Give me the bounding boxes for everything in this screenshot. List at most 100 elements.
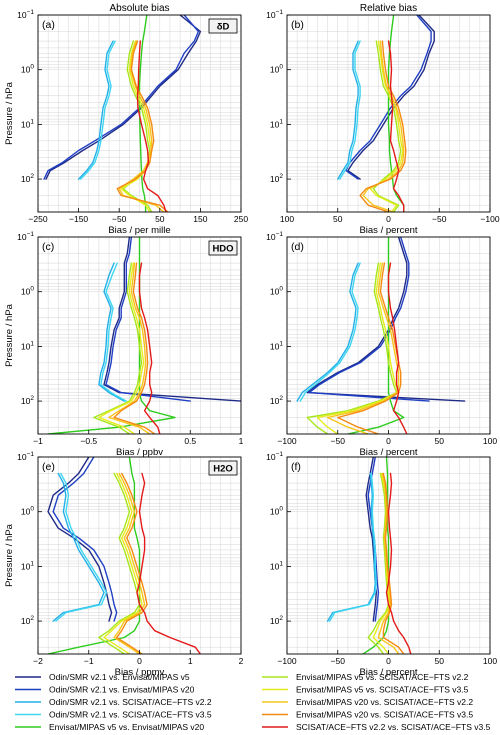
series-line bbox=[55, 472, 108, 622]
legend-item-label: Odin/SMR v2.1 vs. SCISAT/ACE−FTS v3.5 bbox=[49, 710, 212, 720]
y-tick-label: 102 bbox=[21, 173, 34, 184]
series-line bbox=[372, 40, 402, 212]
y-tick-label: 10−1 bbox=[17, 231, 34, 242]
series-line bbox=[337, 40, 359, 180]
series-line bbox=[43, 15, 200, 180]
series-line bbox=[382, 472, 405, 654]
series-line bbox=[116, 40, 169, 212]
series-line bbox=[296, 262, 359, 402]
series-line bbox=[136, 472, 202, 654]
y-tick-label: 10−1 bbox=[17, 9, 34, 20]
x-tick-label: −150 bbox=[69, 214, 88, 224]
panel-label: (c) bbox=[42, 241, 54, 253]
x-tick-label: −1 bbox=[33, 436, 43, 446]
panel-label: (f) bbox=[291, 461, 301, 473]
x-tick-label: 50 bbox=[155, 214, 165, 224]
x-axis-label: Bias / percent bbox=[359, 225, 417, 236]
series-line bbox=[98, 262, 125, 402]
y-tick-label: 100 bbox=[270, 64, 283, 75]
series-line bbox=[52, 457, 118, 622]
series-line bbox=[367, 472, 390, 654]
y-tick-label: 101 bbox=[21, 118, 34, 129]
legend-item-label: Envisat/MIPAS v20 vs. SCISAT/ACE−FTS v3.… bbox=[296, 710, 473, 720]
panel-label: (e) bbox=[42, 461, 55, 473]
species-label: H2O bbox=[213, 464, 233, 475]
species-box bbox=[208, 240, 238, 256]
series-line bbox=[103, 237, 241, 402]
x-tick-label: −0.5 bbox=[80, 436, 97, 446]
chart-panel-e: −2 −1 0 1 2 10−1 100 101 102 Bias / ppmv Pressure … bbox=[4, 451, 244, 678]
y-tick-label: 100 bbox=[270, 506, 283, 517]
x-tick-label: 1 bbox=[239, 436, 244, 446]
x-tick-label: 2 bbox=[239, 656, 244, 666]
series-line bbox=[347, 15, 435, 180]
legend-item-label: Envisat/MIPAS v20 vs. SCISAT/ACE−FTS v2.… bbox=[296, 697, 473, 707]
series-line bbox=[122, 40, 153, 212]
x-tick-label: 0 bbox=[137, 436, 142, 446]
series-line bbox=[369, 40, 404, 212]
legend-item-label: Envisat/MIPAS v5 vs. SCISAT/ACE−FTS v2.2 bbox=[296, 672, 469, 682]
panel-label: (d) bbox=[291, 241, 304, 253]
x-axis-label: Bias / ppbv bbox=[116, 447, 163, 458]
series-layer bbox=[47, 457, 202, 654]
series-line bbox=[365, 457, 377, 622]
y-tick-label: 10−1 bbox=[266, 231, 283, 242]
x-tick-label: 50 bbox=[435, 656, 445, 666]
y-tick-label: 102 bbox=[21, 395, 34, 406]
series-layer bbox=[296, 237, 466, 434]
x-tick-label: −50 bbox=[331, 656, 346, 666]
grid bbox=[287, 14, 490, 213]
chart-panel-c: −1 −0.5 0 0.5 1 10−1 100 101 102 Bias / ppbv Press… bbox=[4, 231, 244, 458]
x-tick-label: 0 bbox=[386, 436, 391, 446]
series-line bbox=[103, 472, 143, 654]
x-tick-label: −2 bbox=[33, 656, 43, 666]
species-label: δD bbox=[217, 22, 230, 33]
y-tick-label: 101 bbox=[270, 340, 283, 351]
x-tick-label: 50 bbox=[333, 214, 343, 224]
x-tick-label: 100 bbox=[483, 656, 497, 666]
y-tick-label: 102 bbox=[21, 615, 34, 626]
y-tick-label: 102 bbox=[270, 615, 283, 626]
series-line bbox=[299, 262, 361, 402]
y-tick-label: 10−1 bbox=[266, 451, 283, 462]
series-line bbox=[116, 472, 148, 654]
species-box bbox=[208, 460, 238, 476]
x-tick-label: −1 bbox=[84, 656, 94, 666]
y-tick-label: 101 bbox=[270, 560, 283, 571]
panel-title: Relative bias bbox=[360, 3, 417, 14]
x-axis-label: Bias / percent bbox=[359, 447, 417, 458]
series-line bbox=[113, 262, 156, 434]
x-tick-label: 0 bbox=[386, 656, 391, 666]
x-tick-label: 50 bbox=[435, 436, 445, 446]
series-line bbox=[387, 40, 405, 212]
y-tick-label: 102 bbox=[270, 395, 283, 406]
x-tick-label: 0 bbox=[386, 214, 391, 224]
series-line bbox=[385, 472, 412, 654]
series-line bbox=[337, 262, 402, 434]
legend-item-label: Odin/SMR v2.1 vs. Envisat/MIPAS v20 bbox=[49, 685, 195, 695]
y-axis-label: Pressure / hPa bbox=[4, 303, 15, 367]
species-box bbox=[208, 18, 238, 34]
legend-item-label: Envisat/MIPAS v5 vs. SCISAT/ACE−FTS v3.5 bbox=[296, 685, 469, 695]
x-axis-label: Bias / ppmv bbox=[115, 667, 165, 678]
y-tick-label: 10−1 bbox=[266, 9, 283, 20]
x-tick-label: −50 bbox=[112, 214, 127, 224]
x-axis-label: Bias / per mille bbox=[108, 225, 170, 236]
x-tick-label: −250 bbox=[28, 214, 47, 224]
y-tick-label: 101 bbox=[21, 340, 34, 351]
x-tick-label: −50 bbox=[331, 436, 346, 446]
x-tick-label: −50 bbox=[432, 214, 447, 224]
legend-item-label: Odin/SMR v2.1 vs. Envisat/MIPAS v5 bbox=[49, 672, 190, 682]
y-tick-label: 100 bbox=[21, 286, 34, 297]
series-layer bbox=[47, 237, 241, 434]
series-line bbox=[45, 15, 202, 180]
panel-label: (a) bbox=[42, 19, 55, 31]
x-tick-label: 150 bbox=[193, 214, 207, 224]
plot-frame bbox=[37, 14, 242, 213]
series-line bbox=[306, 237, 466, 402]
series-line bbox=[47, 237, 176, 434]
x-tick-label: −100 bbox=[480, 214, 499, 224]
y-axis-label: Pressure / hPa bbox=[4, 81, 15, 145]
series-line bbox=[105, 237, 191, 402]
